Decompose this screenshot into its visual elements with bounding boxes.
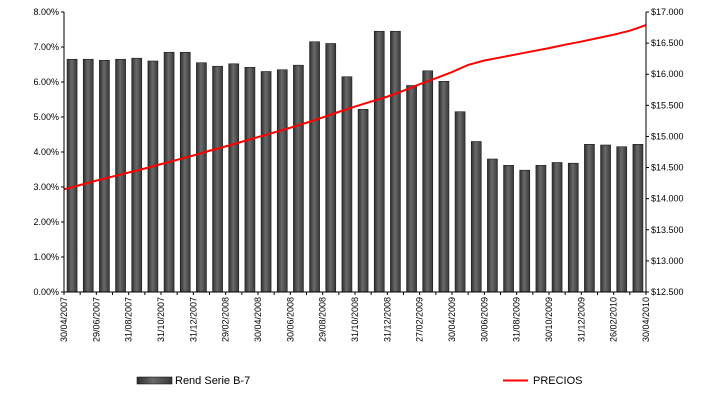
right-tick-label: $14.000 (651, 194, 684, 204)
right-tick-label: $14.500 (651, 163, 684, 173)
legend-bar-swatch (136, 376, 173, 385)
bar (551, 162, 563, 293)
bar (535, 165, 547, 293)
right-tick-label: $13.000 (651, 256, 684, 266)
price-line (63, 24, 647, 191)
bar (470, 141, 482, 293)
right-tick-label: $15.500 (651, 100, 684, 110)
bar (487, 158, 498, 293)
bar (244, 67, 256, 293)
x-tick-label: 31/08/2007 (124, 297, 134, 342)
left-tick-label: 0.00% (33, 287, 59, 297)
x-tick-label: 30/04/2010 (641, 297, 651, 342)
left-tick-label: 5.00% (33, 112, 59, 122)
right-tick-label: $13.500 (651, 225, 684, 235)
left-tick-label: 8.00% (33, 7, 59, 17)
plot-area (64, 12, 646, 292)
legend: Rend Serie B-7 PRECIOS (136, 375, 583, 387)
left-tick-label: 4.00% (33, 147, 59, 157)
x-tick-label: 26/02/2010 (609, 297, 619, 342)
bar (147, 60, 159, 293)
right-tick-label: $16.000 (651, 69, 684, 79)
legend-label-line: PRECIOS (533, 375, 583, 387)
bar (260, 71, 272, 293)
bar (228, 63, 240, 293)
x-tick-label: 31/10/2008 (350, 297, 360, 342)
x-tick-label: 31/08/2009 (512, 297, 522, 342)
bar (276, 69, 288, 293)
bar (82, 58, 94, 293)
bar (438, 81, 450, 293)
right-tick-label: $12.500 (651, 287, 684, 297)
bar (390, 30, 401, 293)
x-axis-ticks: 30/04/2007 29/06/2007 31/08/2007 31/10/2007… (59, 297, 651, 342)
bar (325, 43, 337, 293)
left-axis-ticks: 0.00% 1.00% 2.00% 3.00% 4.00% 5.00% 6.00% 7.00%… (33, 7, 64, 297)
x-tick-label: 30/06/2009 (479, 297, 489, 342)
left-tick-label: 7.00% (33, 42, 59, 52)
bar (616, 146, 628, 293)
x-tick-label: 31/12/2007 (188, 297, 198, 342)
x-tick-label: 29/08/2008 (318, 297, 328, 342)
x-tick-label: 27/02/2009 (415, 297, 425, 342)
bar (179, 51, 191, 293)
x-tick-label: 31/12/2009 (576, 297, 586, 342)
x-tick-label: 30/04/2009 (447, 297, 457, 342)
bar (163, 51, 175, 293)
bar (309, 41, 320, 293)
right-tick-label: $17.000 (651, 7, 684, 17)
right-tick-label: $15.000 (651, 131, 684, 141)
bar (454, 111, 466, 293)
bar (600, 144, 611, 293)
price-line-series (63, 24, 647, 191)
bar (131, 57, 143, 293)
bar (212, 65, 223, 293)
bar (293, 64, 304, 293)
left-tick-label: 6.00% (33, 77, 59, 87)
left-tick-label: 1.00% (33, 252, 59, 262)
bar (422, 70, 434, 293)
x-tick-label: 29/02/2008 (221, 297, 231, 342)
left-tick-label: 2.00% (33, 217, 59, 227)
x-tick-label: 30/04/2008 (253, 297, 263, 342)
x-tick-label: 30/04/2007 (59, 297, 69, 342)
left-tick-label: 3.00% (33, 182, 59, 192)
bar (373, 30, 385, 293)
bar (584, 144, 595, 293)
bar (99, 59, 110, 293)
plot-background (64, 12, 646, 292)
x-tick-label: 31/12/2008 (382, 297, 392, 342)
right-tick-label: $16.500 (651, 38, 684, 48)
bar (519, 169, 531, 293)
bar (357, 109, 369, 293)
bar (503, 165, 514, 293)
legend-label-bars: Rend Serie B-7 (175, 375, 250, 387)
bar (632, 144, 644, 293)
bar (66, 58, 78, 293)
x-tick-label: 30/10/2009 (544, 297, 554, 342)
x-tick-label: 29/06/2007 (91, 297, 101, 342)
bar (567, 162, 579, 293)
bar (196, 62, 207, 293)
right-axis-ticks: $12.500 $13.000 $13.500 $14.000 $14.500 $15.0… (646, 7, 684, 297)
x-tick-label: 31/10/2007 (156, 297, 166, 342)
x-tick-label: 30/06/2008 (285, 297, 295, 342)
bar (406, 85, 417, 293)
